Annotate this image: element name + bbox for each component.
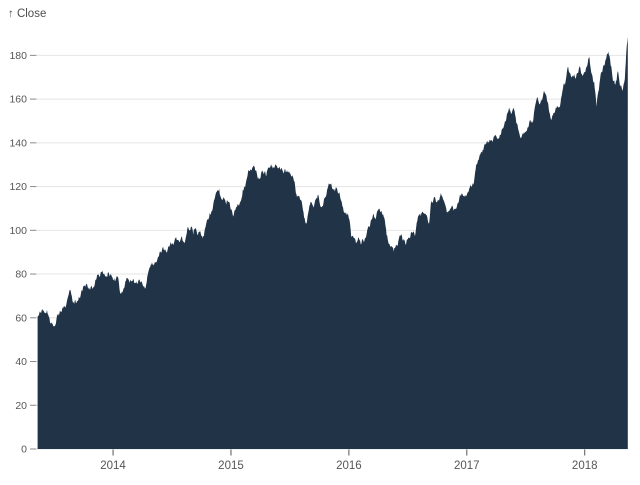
- y-tick-label: 80: [15, 269, 27, 281]
- y-tick-label: 180: [9, 50, 27, 62]
- y-tick-label: 0: [21, 444, 27, 456]
- x-tick-label: 2016: [336, 460, 362, 472]
- y-tick-label: 20: [15, 400, 27, 412]
- y-tick-label: 100: [9, 225, 27, 237]
- y-tick-label: 40: [15, 356, 27, 368]
- area-series-layer: [37, 36, 628, 449]
- y-tick-label: 60: [15, 312, 27, 324]
- x-tick-label: 2015: [218, 460, 244, 472]
- x-tick-label: 2017: [454, 460, 480, 472]
- close-area-path: [37, 36, 628, 449]
- x-tick-label: 2014: [100, 460, 126, 472]
- y-tick-label: 140: [9, 137, 27, 149]
- y-axis-layer: 0 20 40 60 80 100 120 140 160 180: [9, 50, 37, 456]
- y-tick-label: 160: [9, 94, 27, 106]
- y-tick-label: 120: [9, 181, 27, 193]
- x-axis-layer: 2014 2015 2016 2017 2018: [100, 449, 598, 472]
- y-axis-title: ↑ Close: [8, 8, 46, 20]
- x-tick-label: 2018: [572, 460, 598, 472]
